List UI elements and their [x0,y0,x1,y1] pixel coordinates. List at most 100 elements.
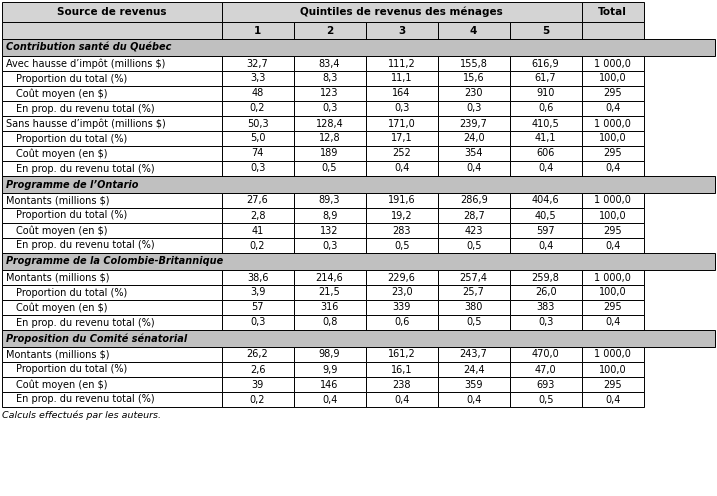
Text: 0,2: 0,2 [250,104,265,114]
Bar [2,161,222,176]
Text: 146: 146 [320,379,339,389]
Text: Proposition du Comité sénatorial: Proposition du Comité sénatorial [6,333,187,344]
Bar [437,22,510,39]
Bar [2,101,222,116]
Bar [437,101,510,116]
Bar [437,362,510,377]
Bar [222,270,294,285]
Text: Coût moyen (en $): Coût moyen (en $) [16,148,108,159]
Text: 230: 230 [465,88,483,99]
Text: 48: 48 [252,88,264,99]
Bar [366,56,437,71]
Bar [294,101,366,116]
Text: 0,3: 0,3 [394,104,409,114]
Bar [581,161,644,176]
Bar [437,161,510,176]
Bar [510,131,581,146]
Text: 252: 252 [392,148,411,159]
Text: 0,3: 0,3 [250,164,265,174]
Text: Coût moyen (en $): Coût moyen (en $) [16,302,108,313]
Bar [437,116,510,131]
Text: 171,0: 171,0 [388,119,416,128]
Text: 257,4: 257,4 [460,272,488,283]
Text: 74: 74 [252,148,264,159]
Bar [294,223,366,238]
Bar [366,362,437,377]
Text: 0,5: 0,5 [466,317,481,327]
Text: 0,4: 0,4 [605,241,620,250]
Text: 2: 2 [326,25,333,36]
Bar [437,193,510,208]
Text: Quintiles de revenus des ménages: Quintiles de revenus des ménages [300,7,503,17]
Text: 40,5: 40,5 [535,210,556,221]
Bar [2,22,222,39]
Bar [222,392,294,407]
Text: Contribution santé du Québec: Contribution santé du Québec [6,43,171,53]
Text: Programme de l’Ontario: Programme de l’Ontario [6,180,138,189]
Text: Coût moyen (en $): Coût moyen (en $) [16,88,108,99]
Bar [581,56,644,71]
Bar [294,131,366,146]
Bar [2,116,222,131]
Bar [2,193,222,208]
Bar [581,116,644,131]
Text: 383: 383 [536,303,555,312]
Bar [2,71,222,86]
Text: 25,7: 25,7 [462,288,485,298]
Text: 295: 295 [604,88,622,99]
Bar [222,285,294,300]
Bar [581,223,644,238]
Text: 128,4: 128,4 [315,119,343,128]
Text: 606: 606 [536,148,555,159]
Text: 0,4: 0,4 [538,241,554,250]
Text: 83,4: 83,4 [319,59,341,68]
Text: Source de revenus: Source de revenus [57,7,166,17]
Bar [294,315,366,330]
Text: Coût moyen (en $): Coût moyen (en $) [16,225,108,236]
Bar [581,22,644,39]
Bar [510,362,581,377]
Bar [366,131,437,146]
Text: 0,3: 0,3 [322,104,337,114]
Bar [2,300,222,315]
Bar [366,146,437,161]
Bar [510,86,581,101]
Bar [2,56,222,71]
Bar [366,270,437,285]
Text: 5: 5 [542,25,549,36]
Text: 12,8: 12,8 [319,133,341,143]
Bar [437,392,510,407]
Text: 9,9: 9,9 [322,365,337,374]
Text: 239,7: 239,7 [460,119,488,128]
Text: 41: 41 [252,226,264,236]
Text: 2,8: 2,8 [250,210,265,221]
Bar [2,253,715,270]
Bar [366,193,437,208]
Bar [222,146,294,161]
Bar [437,270,510,285]
Bar [366,86,437,101]
Text: 100,0: 100,0 [599,133,627,143]
Bar [222,86,294,101]
Text: 8,9: 8,9 [322,210,337,221]
Text: 910: 910 [536,88,555,99]
Bar [437,223,510,238]
Text: 339: 339 [392,303,411,312]
Bar [294,22,366,39]
Text: 26,2: 26,2 [247,350,268,360]
Bar [2,176,715,193]
Bar [510,71,581,86]
Text: 41,1: 41,1 [535,133,556,143]
Text: 100,0: 100,0 [599,73,627,83]
Bar [366,300,437,315]
Bar [581,131,644,146]
Text: 0,4: 0,4 [394,164,409,174]
Text: 214,6: 214,6 [315,272,343,283]
Text: 11,1: 11,1 [391,73,412,83]
Text: 191,6: 191,6 [388,195,415,205]
Bar [581,377,644,392]
Text: 354: 354 [465,148,483,159]
Text: 100,0: 100,0 [599,210,627,221]
Text: Proportion du total (%): Proportion du total (%) [16,210,127,221]
Bar [2,2,222,22]
